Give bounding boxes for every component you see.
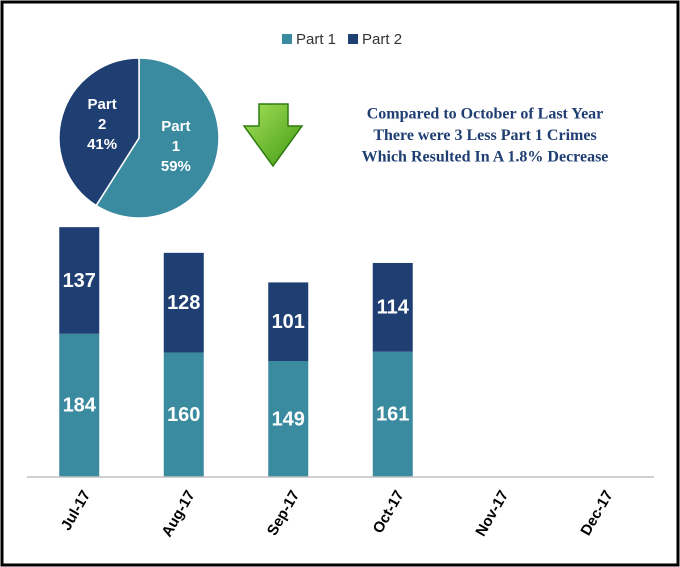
annotation: Compared to October of Last Year [367,106,604,123]
legend-swatch [348,34,359,44]
pie-category: Part 2 [87,96,117,134]
bar [372,351,413,477]
pie-category: Part 1 [161,117,191,155]
bar [268,282,309,362]
data-label: 137 [63,270,96,292]
data-label: 128 [167,292,200,314]
bar [163,252,204,353]
legend-label: Part 1 [296,31,336,48]
bar [268,361,309,477]
pie-value-label: 59% [160,157,191,175]
pie-slice [95,57,220,219]
legend-label: Part 2 [362,31,402,48]
annotation: There were 3 Less Part 1 Crimes [373,127,596,144]
bar [372,262,413,352]
pie-label: Part 2 41% [77,95,127,155]
legend-swatch [282,34,292,44]
data-label: 114 [377,297,410,319]
bar [59,227,100,334]
data-label: 149 [272,408,305,430]
data-label: 101 [272,311,305,333]
pie-slice [58,57,140,207]
down-arrow [242,103,304,168]
data-label: 160 [167,404,200,426]
pie-value-label: 41% [87,136,118,154]
pie-label: Part 1 59% [151,117,201,177]
data-label: 184 [63,395,97,417]
bar [163,352,204,477]
annotation: Which Resulted In A 1.8% Decrease [362,149,609,166]
data-label: 161 [376,404,409,426]
bar [59,333,100,477]
